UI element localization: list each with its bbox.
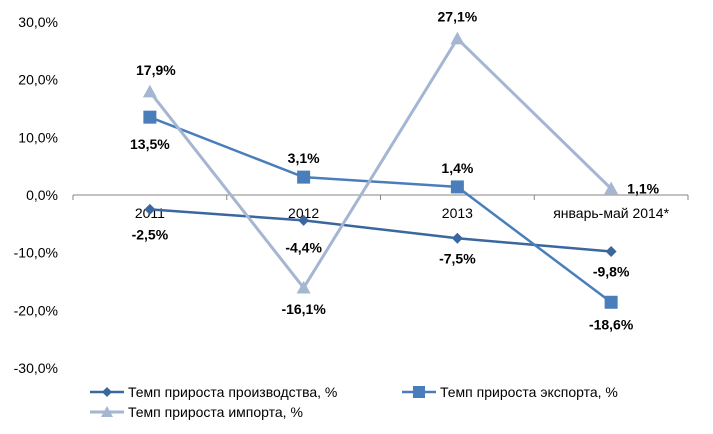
series-2-point xyxy=(450,180,464,194)
legend-label: Темп прироста экспорта, % xyxy=(440,384,618,400)
legend-label: Темп прироста импорта, % xyxy=(128,404,303,420)
data-label: 3,1% xyxy=(288,150,320,166)
y-tick-label: -10,0% xyxy=(14,245,58,261)
y-tick-label: 20,0% xyxy=(18,72,58,88)
series-line-2 xyxy=(149,115,612,304)
legend-item: Темп прироста импорта, % xyxy=(90,404,303,420)
data-label: 17,9% xyxy=(136,62,176,78)
legend-item: Темп прироста производства, % xyxy=(90,384,337,400)
y-tick-label: -30,0% xyxy=(14,360,58,376)
data-label: 27,1% xyxy=(438,9,478,25)
legend-marker xyxy=(413,386,425,398)
series-1-point xyxy=(298,214,310,226)
data-label: 1,1% xyxy=(627,181,659,197)
data-label: 13,5% xyxy=(130,136,170,152)
series-2-point xyxy=(604,295,618,309)
series-line-1 xyxy=(149,208,612,253)
x-tick-label: 2013 xyxy=(442,205,473,221)
data-label: -7,5% xyxy=(439,250,476,266)
series-line-3 xyxy=(148,37,613,290)
data-label: -4,4% xyxy=(285,239,322,255)
legend-item: Темп прироста экспорта, % xyxy=(402,384,618,400)
y-tick-label: 10,0% xyxy=(18,129,58,145)
y-tick-label: 30,0% xyxy=(18,14,58,30)
legend-marker xyxy=(102,387,112,397)
data-label: 1,4% xyxy=(441,160,473,176)
data-label: -9,8% xyxy=(593,264,630,280)
y-tick-label: -20,0% xyxy=(14,302,58,318)
series-3-point xyxy=(142,84,157,98)
series-3-point xyxy=(450,31,465,45)
series-3-point xyxy=(296,280,311,294)
data-label: -16,1% xyxy=(281,301,326,317)
series-1-point xyxy=(451,232,463,244)
legend-marker xyxy=(101,406,113,417)
x-tick-label: 2012 xyxy=(288,205,319,221)
series-1-point xyxy=(144,203,156,215)
x-tick-label: январь-май 2014* xyxy=(553,205,669,221)
series-3-point xyxy=(604,181,619,195)
series-2-point xyxy=(143,110,157,124)
series-1-point xyxy=(605,246,617,258)
series-2-point xyxy=(297,170,311,184)
data-label: -2,5% xyxy=(132,226,169,242)
y-tick-label: 0,0% xyxy=(26,187,58,203)
data-label: -18,6% xyxy=(589,316,634,332)
legend-label: Темп прироста производства, % xyxy=(128,384,337,400)
